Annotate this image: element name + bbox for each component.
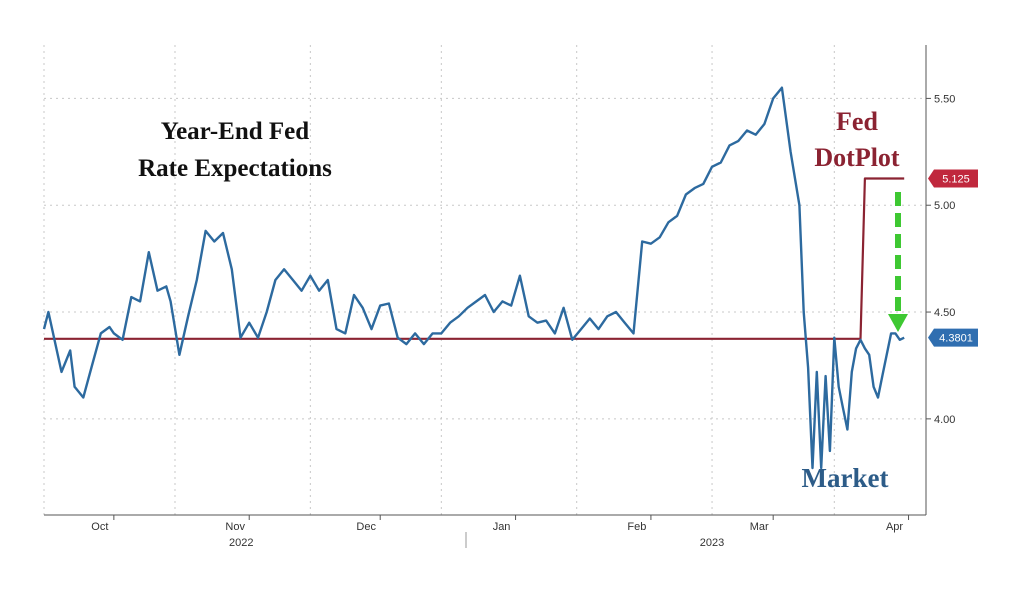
y-tick-label: 5.50 xyxy=(934,93,955,105)
series-layer xyxy=(42,86,905,470)
market-label: Market xyxy=(802,463,889,493)
y-tick-label: 4.50 xyxy=(934,307,955,319)
gridlines xyxy=(43,45,926,515)
arrow-down-icon xyxy=(888,192,908,332)
series-line-fed-dotplot xyxy=(44,177,905,340)
x-tick-label: Jan xyxy=(493,521,511,533)
x-year-label: 2022 xyxy=(229,537,253,549)
x-tick-label: Apr xyxy=(886,521,903,533)
y-tick-label: 4.00 xyxy=(934,414,955,426)
x-year-label: 2023 xyxy=(700,537,724,549)
x-tick-label: Feb xyxy=(627,521,646,533)
x-axis-ticks: Oct Nov Dec Jan Feb Mar Apr 2022 2023 xyxy=(91,515,910,549)
chart-title-line2: Rate Expectations xyxy=(138,155,332,182)
badge-market-value-text: 4.3801 xyxy=(939,333,973,345)
x-tick-label: Oct xyxy=(91,521,108,533)
badge-fed-value-text: 5.125 xyxy=(942,174,970,186)
x-tick-label: Dec xyxy=(356,521,376,533)
x-tick-label: Mar xyxy=(750,521,769,533)
y-axis-ticks: 4.00 4.50 5.00 5.50 xyxy=(926,93,955,426)
x-tick-label: Nov xyxy=(225,521,245,533)
axes xyxy=(44,45,927,548)
badge-market-value: 4.3801 xyxy=(928,328,978,347)
fed-label-line1: Fed xyxy=(836,107,878,136)
fed-label-line2: DotPlot xyxy=(814,143,900,172)
badge-background xyxy=(928,169,978,188)
chart-title-line1: Year-End Fed xyxy=(161,118,309,145)
badge-background xyxy=(928,328,978,347)
y-tick-label: 5.00 xyxy=(934,200,955,212)
badge-fed-value: 5.125 xyxy=(928,169,978,188)
series-line-market xyxy=(42,86,905,470)
